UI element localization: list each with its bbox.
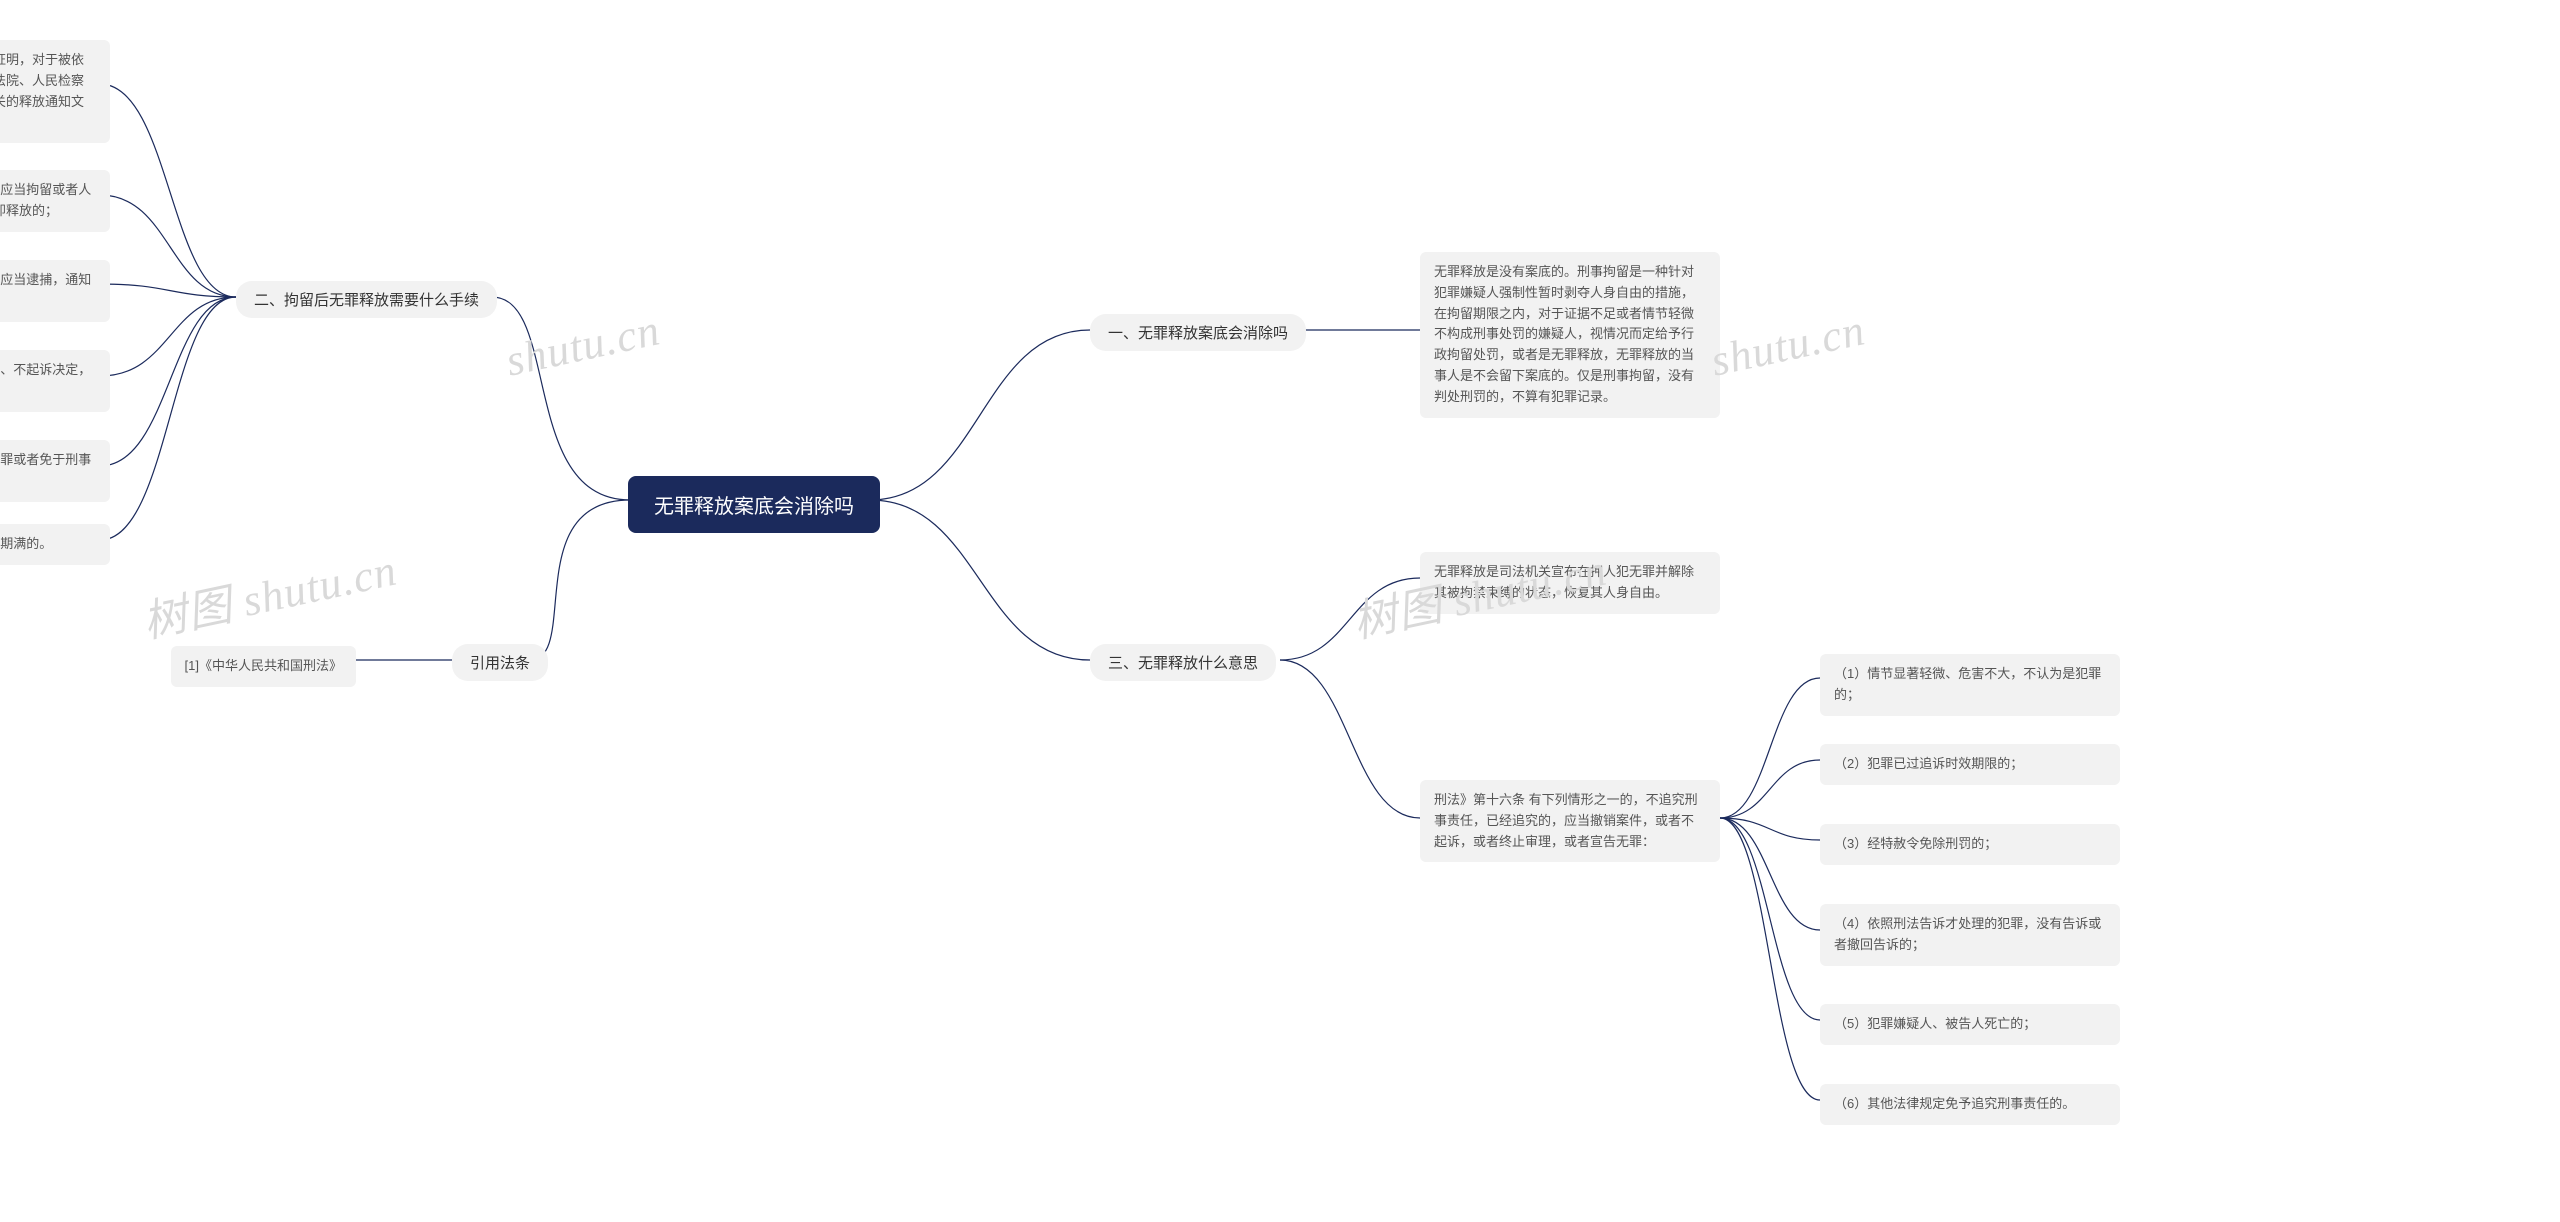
leaf-left-2-0: 拘留后无罪释放需要办理释放证明，对于被依法释放的人，看守所根据人民法院、人民检察…: [0, 40, 110, 143]
root-label: 无罪释放案底会消除吗: [654, 496, 854, 518]
leaf-right-3-item-1: （2）犯罪已过追诉时效期限的；: [1820, 744, 2120, 785]
branch-label: 二、拘留后无罪释放需要什么手续: [254, 292, 479, 309]
branch-left-2[interactable]: 二、拘留后无罪释放需要什么手续: [236, 281, 497, 318]
leaf-left-2-5: （5）看守所监管的已决犯服刑期满的。: [0, 524, 110, 565]
leaf-right-3-intro: 无罪释放是司法机关宣布在押人犯无罪并解除其被拘禁束缚的状态，恢复其人身自由。: [1420, 552, 1720, 614]
leaf-left-2-2: （2）逮捕后，办案机关发现不应当逮捕，通知释放的；: [0, 260, 110, 322]
root-node[interactable]: 无罪释放案底会消除吗: [628, 476, 880, 533]
leaf-right-3-item-2: （3）经特赦令免除刑罚的；: [1820, 824, 2120, 865]
leaf-right-3-law: 刑法》第十六条 有下列情形之一的，不追究刑事责任，已经追究的，应当撤销案件，或者…: [1420, 780, 1720, 862]
leaf-left-cite-0: [1]《中华人民共和国刑法》: [171, 646, 356, 687]
branch-label: 引用法条: [470, 655, 530, 672]
branch-right-3[interactable]: 三、无罪释放什么意思: [1090, 644, 1276, 681]
leaf-right-3-item-4: （5）犯罪嫌疑人、被告人死亡的；: [1820, 1004, 2120, 1045]
leaf-right-3-item-0: （1）情节显著轻微、危害不大，不认为是犯罪的；: [1820, 654, 2120, 716]
watermark-2: shutu.cn: [501, 304, 664, 386]
branch-left-cite[interactable]: 引用法条: [452, 644, 548, 681]
branch-right-1[interactable]: 一、无罪释放案底会消除吗: [1090, 314, 1306, 351]
leaf-right-1-0: 无罪释放是没有案底的。刑事拘留是一种针对犯罪嫌疑人强制性暂时剥夺人身自由的措施，…: [1420, 252, 1720, 418]
mindmap-connectors: [0, 0, 2560, 1222]
leaf-left-2-3: （3）人民检察院作出免予起诉、不起诉决定，办案机关通知释放的；: [0, 350, 110, 412]
branch-label: 三、无罪释放什么意思: [1108, 655, 1258, 672]
watermark-4: shutu.cn: [1706, 304, 1869, 386]
watermark-1: 树图 shutu.cn: [136, 534, 402, 650]
leaf-left-2-4: （4）经人民法院审判后宣告无罪或者免于刑事处罚，通知释放的；: [0, 440, 110, 502]
branch-label: 一、无罪释放案底会消除吗: [1108, 325, 1288, 342]
leaf-left-2-1: （1）拘留后，办案机关发现不应当拘留或者人民检察院不批准逮捕，通知立即释放的；: [0, 170, 110, 232]
leaf-right-3-item-3: （4）依照刑法告诉才处理的犯罪，没有告诉或者撤回告诉的；: [1820, 904, 2120, 966]
leaf-right-3-item-5: （6）其他法律规定免予追究刑事责任的。: [1820, 1084, 2120, 1125]
